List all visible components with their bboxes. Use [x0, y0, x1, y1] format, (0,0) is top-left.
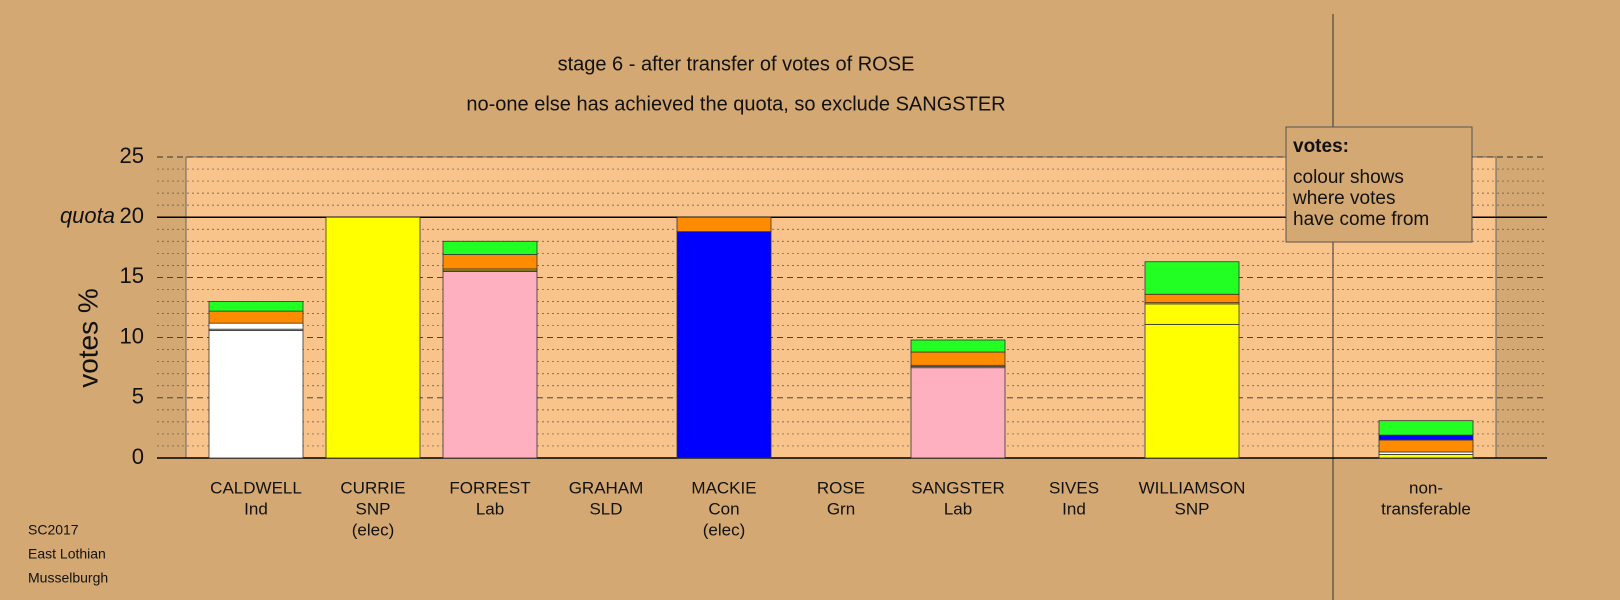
- x-tick-label: SNP: [356, 499, 391, 518]
- quota-label: quota: [60, 203, 115, 228]
- bar-segment: [1144, 293, 1240, 304]
- x-tick-label: Con: [708, 499, 739, 518]
- y-tick-label: 5: [132, 384, 144, 409]
- x-tick-label: CURRIE: [340, 478, 405, 497]
- bar-segment: [910, 339, 1006, 353]
- legend-text: have come from: [1293, 209, 1429, 230]
- legend-frame: [1285, 126, 1473, 243]
- y-tick-label: 10: [120, 323, 144, 348]
- footer-text: Musselburgh: [28, 570, 108, 586]
- x-tick-label: (elec): [352, 520, 395, 539]
- bar-segment: [1378, 420, 1474, 436]
- y-tick-label: 0: [132, 444, 144, 469]
- y-axis-label: votes %: [72, 288, 103, 388]
- bar-segment: [208, 322, 304, 330]
- bar-segment: [910, 367, 1006, 459]
- x-tick-label: Grn: [827, 499, 855, 518]
- plot: 0 5 10 15 20 25 quota CALDWELL Ind CURRIE SNP (elec…: [60, 143, 1547, 539]
- x-tick-label: non-: [1409, 478, 1443, 497]
- x-tick-label: SIVES: [1049, 478, 1099, 497]
- bar-segment: [325, 216, 421, 459]
- bar-segment: [676, 216, 772, 233]
- bar-segment: [1144, 323, 1240, 459]
- chart-title: stage 6 - after transfer of votes of ROS…: [558, 53, 915, 75]
- bar-segment: [676, 231, 772, 459]
- x-tick-label: MACKIE: [691, 478, 756, 497]
- x-tick-label: (elec): [703, 520, 746, 539]
- bar-segment: [1378, 434, 1474, 441]
- x-tick-label: Lab: [476, 499, 504, 518]
- y-tick-label: 25: [120, 143, 144, 168]
- legend-text: colour shows: [1293, 167, 1404, 188]
- bar-segment: [208, 301, 304, 312]
- bar-segment: [442, 240, 538, 255]
- x-tick-label: CALDWELL: [210, 478, 302, 497]
- bar-segment: [1378, 453, 1474, 459]
- bar-segment: [1144, 261, 1240, 295]
- bar-segment: [208, 310, 304, 324]
- x-tick-label: Ind: [1062, 499, 1086, 518]
- bar-segment: [1378, 439, 1474, 453]
- chart-subtitle: no-one else has achieved the quota, so e…: [466, 93, 1005, 115]
- bar-segment: [442, 270, 538, 459]
- x-tick-label: WILLIAMSON: [1139, 478, 1246, 497]
- footer-text: SC2017: [28, 522, 79, 538]
- x-tick-label: ROSE: [817, 478, 865, 497]
- x-tick-label: SNP: [1175, 499, 1210, 518]
- bar-segment: [442, 254, 538, 270]
- x-tick-label: FORREST: [449, 478, 530, 497]
- y-tick-label: 20: [120, 203, 144, 228]
- legend-text: where votes: [1292, 188, 1395, 209]
- x-tick-label: Ind: [244, 499, 268, 518]
- legend-heading: votes:: [1293, 136, 1349, 157]
- x-tick-label: transferable: [1381, 499, 1471, 518]
- footer-text: East Lothian: [28, 546, 106, 562]
- x-tick-label: GRAHAM: [569, 478, 644, 497]
- bar-segment: [208, 329, 304, 459]
- y-tick-label: 15: [120, 263, 144, 288]
- bar-segment: [910, 351, 1006, 366]
- x-tick-label: SLD: [589, 499, 622, 518]
- bar-segment: [1144, 303, 1240, 325]
- x-tick-label: SANGSTER: [911, 478, 1005, 497]
- x-tick-label: Lab: [944, 499, 972, 518]
- legend-box: votes: colour shows where votes have com…: [1285, 126, 1473, 243]
